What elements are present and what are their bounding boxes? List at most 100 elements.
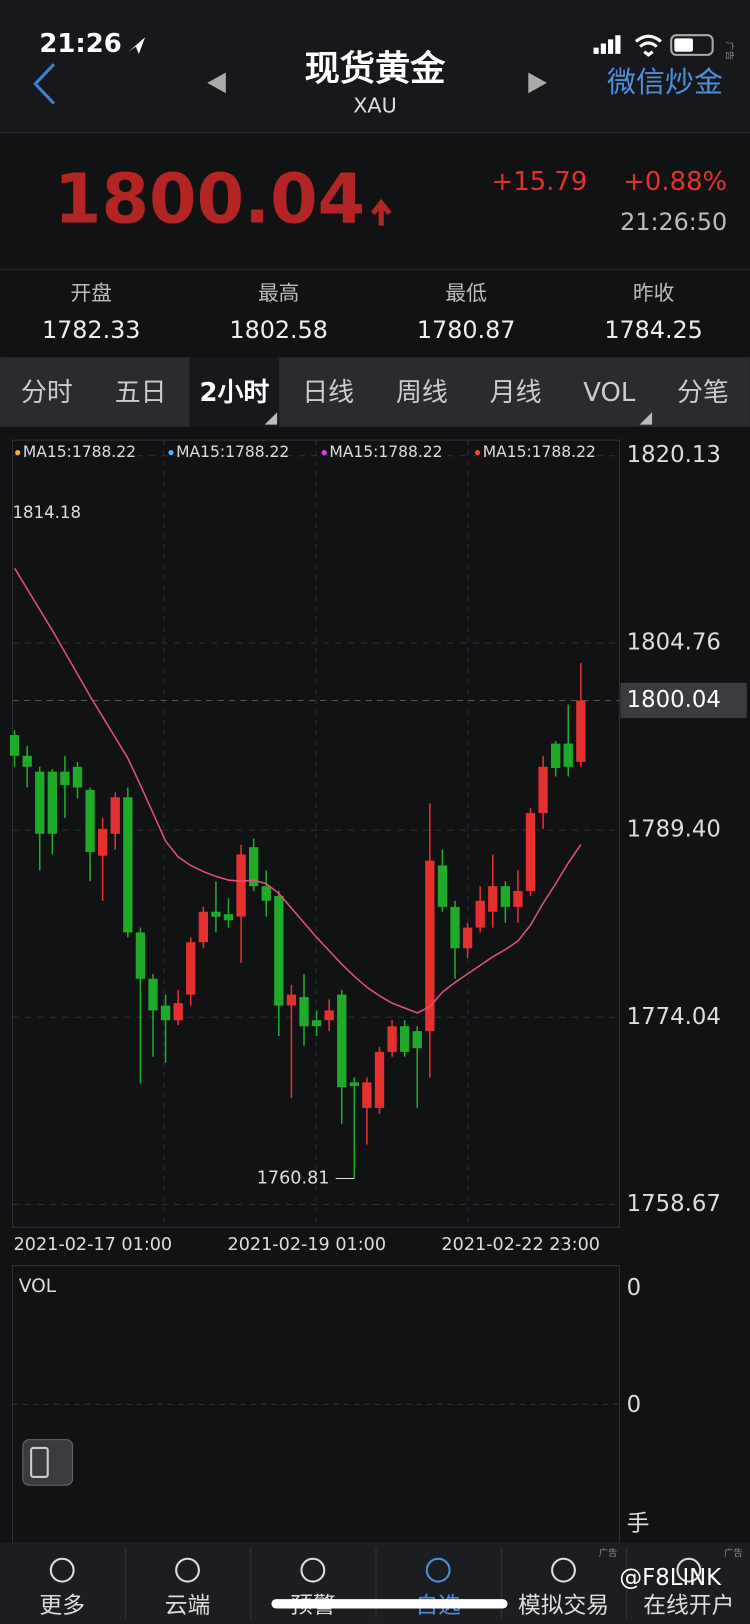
nav-icon	[49, 1557, 75, 1583]
nav-icon	[300, 1557, 326, 1583]
nav-label[interactable]: 模拟交易	[518, 1593, 609, 1619]
page-title: 现货黄金	[305, 48, 447, 89]
nav-label[interactable]: 更多	[39, 1593, 85, 1619]
candle-body	[85, 789, 95, 853]
tab-active-bg	[189, 357, 280, 427]
watermark: @F8LINK	[619, 1565, 722, 1591]
tab-bar	[0, 357, 750, 427]
nav-icon	[175, 1557, 200, 1583]
candle-body	[400, 1026, 410, 1052]
candle-body	[387, 1026, 397, 1052]
candle-body	[299, 997, 309, 1027]
legend-dot	[474, 450, 481, 456]
candle-body	[311, 1020, 322, 1027]
rotate-icon	[30, 1446, 49, 1478]
candle-body	[500, 886, 511, 907]
legend-dot	[321, 450, 327, 456]
quote-change-pct: +0.88%	[623, 167, 727, 197]
ad-tag: 广告	[724, 41, 736, 60]
y-tick-label: 1758.67	[627, 1191, 721, 1217]
current-price-box	[620, 682, 747, 719]
legend-label: MA15:1788.22	[23, 443, 136, 461]
tab[interactable]: 日线	[302, 378, 354, 408]
legend-dot	[15, 450, 21, 456]
tab[interactable]: 周线	[396, 378, 448, 408]
candle-body	[72, 766, 83, 788]
stat-label: 最低	[445, 281, 487, 305]
tab[interactable]: 分时	[21, 378, 73, 408]
prev-button[interactable]	[207, 72, 226, 94]
candle-body	[60, 771, 70, 786]
ad-tag: 广告	[724, 1547, 743, 1559]
quote-price: 1800.04	[54, 161, 365, 240]
candle-body	[551, 743, 561, 768]
legend-label: MA15:1788.22	[176, 443, 289, 461]
max-label: 1814.18	[13, 503, 82, 522]
page-subtitle: XAU	[353, 94, 397, 118]
tab[interactable]: 2小时	[200, 378, 270, 408]
x-tick-label: 2021-02-17 01:00	[14, 1235, 173, 1255]
legend-label: MA15:1788.22	[329, 443, 442, 461]
stat-value: 1782.33	[42, 316, 140, 344]
candle-body	[538, 766, 548, 814]
candle-body	[450, 906, 460, 949]
y-tick-label: 1804.76	[627, 629, 721, 655]
quote-time: 21:26:50	[620, 208, 727, 236]
nav-label[interactable]: 云端	[165, 1593, 211, 1619]
stat-value: 1780.87	[417, 316, 515, 344]
tab[interactable]: 分笔	[677, 378, 729, 408]
volume-unit: 手	[627, 1511, 650, 1537]
tabs: 分时 五日 2小时 日线 周线 月线 VOL 分笔	[21, 357, 729, 427]
candle-body	[223, 914, 234, 921]
candle-body	[362, 1082, 372, 1108]
home-indicator	[271, 1599, 508, 1609]
brand-link[interactable]: 微信炒金	[607, 65, 723, 99]
candle-body	[249, 847, 259, 887]
candle-body	[286, 994, 297, 1006]
candle-body	[22, 755, 32, 767]
volume-tick: 0	[627, 1392, 641, 1418]
candle-body	[173, 1003, 183, 1021]
candle-body	[135, 932, 146, 979]
stat-label: 开盘	[71, 281, 112, 305]
tab-dropdown-mark	[639, 412, 653, 425]
y-tick-label: 1774.04	[627, 1004, 721, 1030]
candle-body	[475, 900, 485, 928]
back-button[interactable]	[33, 63, 56, 105]
candle-body	[9, 735, 20, 756]
candle-body	[47, 771, 57, 834]
candle-body	[123, 797, 133, 933]
ad-tag: 广告	[599, 1547, 618, 1559]
candle-body	[148, 978, 158, 1011]
signal-icon	[593, 35, 621, 54]
y-tick-label: 1820.13	[627, 442, 721, 468]
battery-level	[674, 38, 693, 52]
tab-dropdown-mark	[264, 412, 278, 425]
candle-body	[236, 854, 246, 917]
stat-value: 1784.25	[604, 316, 702, 344]
candle-body	[261, 886, 271, 901]
legend-label: MA15:1788.22	[483, 443, 596, 461]
candle-body	[198, 911, 208, 943]
tab[interactable]: VOL	[583, 378, 636, 408]
location-icon	[128, 37, 146, 54]
next-button[interactable]	[528, 72, 547, 94]
wifi-icon	[635, 34, 662, 57]
legend-dot	[168, 450, 174, 456]
nav-icon	[676, 1557, 702, 1583]
nav-icon	[425, 1557, 451, 1583]
stat-value: 1802.58	[229, 316, 327, 344]
nav-label[interactable]: 在线开户	[643, 1593, 734, 1619]
candle-body	[97, 828, 108, 856]
candle-body	[462, 927, 473, 949]
candle-body	[324, 1010, 334, 1021]
candle-body	[160, 1005, 171, 1021]
tab[interactable]: 月线	[490, 378, 542, 408]
ma-line	[13, 567, 582, 1014]
tab[interactable]: 五日	[115, 378, 167, 408]
x-tick-label: 2021-02-19 01:00	[228, 1235, 387, 1255]
volume-title: VOL	[19, 1276, 57, 1297]
up-arrow	[370, 198, 392, 226]
candle-body	[576, 700, 586, 762]
